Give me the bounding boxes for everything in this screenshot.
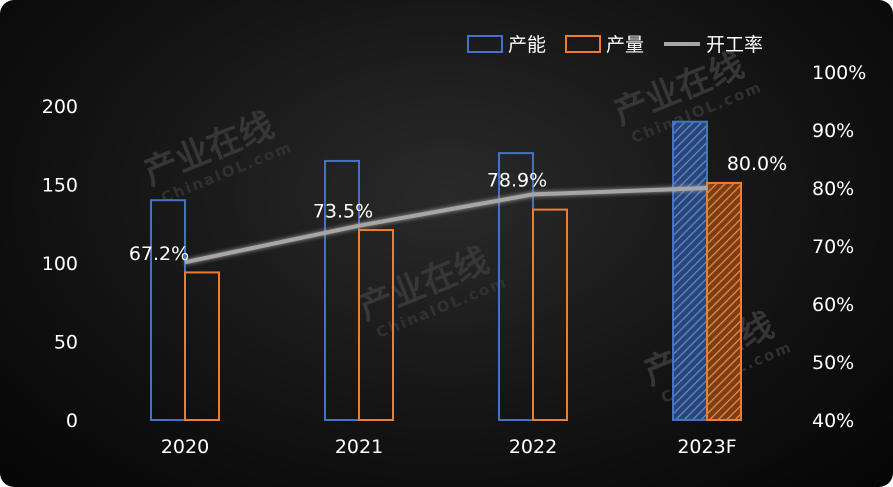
legend-swatch-capacity bbox=[467, 35, 503, 53]
watermark: 产业在线 ChinaIOL.com bbox=[353, 240, 510, 342]
output-bar bbox=[184, 271, 220, 422]
x-axis-tick-label: 2021 bbox=[335, 436, 383, 458]
left-axis-tick-label: 50 bbox=[54, 332, 78, 354]
output-bar bbox=[532, 208, 568, 421]
right-axis-tick-label: 50% bbox=[812, 352, 854, 374]
right-axis-tick-label: 90% bbox=[812, 120, 854, 142]
output-bar bbox=[706, 181, 742, 421]
utilization-data-label: 80.0% bbox=[727, 153, 787, 175]
left-axis-tick-label: 100 bbox=[42, 253, 78, 275]
x-axis-tick-label: 2022 bbox=[509, 436, 557, 458]
output-bar bbox=[358, 229, 394, 421]
left-axis: 0 50 100 150 200 bbox=[42, 96, 78, 432]
right-axis-tick-label: 100% bbox=[812, 62, 866, 84]
right-axis-tick-label: 80% bbox=[812, 178, 854, 200]
utilization-line bbox=[184, 186, 708, 265]
capacity-bar bbox=[672, 120, 708, 421]
legend-label-output: 产量 bbox=[606, 34, 644, 56]
right-axis-tick-label: 60% bbox=[812, 294, 854, 316]
left-axis-tick-label: 200 bbox=[42, 96, 78, 118]
utilization-data-label: 67.2% bbox=[129, 243, 189, 265]
data-labels-layer: 67.2% 73.5% 78.9% 80.0% bbox=[129, 153, 787, 265]
right-axis-tick-label: 40% bbox=[812, 410, 854, 432]
utilization-data-label: 73.5% bbox=[313, 201, 373, 223]
x-axis: 2020 2021 2022 2023F bbox=[161, 436, 737, 458]
left-axis-tick-label: 0 bbox=[66, 410, 78, 432]
legend: 产能 产量 开工率 bbox=[467, 34, 763, 56]
legend-label-capacity: 产能 bbox=[508, 34, 546, 56]
utilization-data-label: 78.9% bbox=[487, 169, 547, 191]
x-axis-tick-label: 2023F bbox=[677, 436, 736, 458]
capacity-bar bbox=[150, 199, 186, 421]
left-axis-tick-label: 150 bbox=[42, 175, 78, 197]
watermark: 产业在线 ChinaIOL.com bbox=[138, 105, 295, 207]
line-layer bbox=[184, 186, 708, 265]
right-axis: 40% 50% 60% 70% 80% 90% 100% bbox=[812, 62, 866, 432]
legend-swatch-output bbox=[565, 35, 601, 53]
x-axis-tick-label: 2020 bbox=[161, 436, 209, 458]
right-axis-tick-label: 70% bbox=[812, 236, 854, 258]
bars-layer bbox=[150, 120, 742, 422]
legend-label-utilization: 开工率 bbox=[706, 34, 763, 56]
